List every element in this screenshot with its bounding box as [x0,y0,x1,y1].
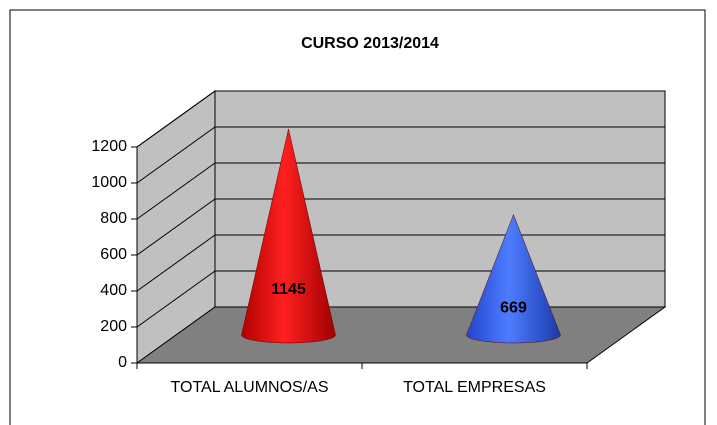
value-label: 1145 [271,281,306,298]
y-tick-label: 800 [100,210,127,227]
grid-line [136,270,216,328]
cone [466,213,561,344]
value-label: 669 [500,300,527,317]
grid-line [136,90,216,148]
grid-line [136,234,216,292]
y-tick-label: 600 [100,246,127,263]
grid-line [136,198,216,256]
x-tick-label: TOTAL EMPRESAS [403,379,546,396]
y-tick-label: 0 [118,354,127,371]
y-tick-label: 1200 [91,138,127,155]
grid-line [136,162,216,220]
x-tick-label: TOTAL ALUMNOS/AS [171,379,329,396]
cone [241,128,336,344]
chart-title: CURSO 2013/2014 [301,35,439,52]
y-tick-label: 400 [100,282,127,299]
grid-line [136,126,216,184]
floor [135,306,667,364]
y-tick-label: 1000 [91,174,127,191]
chart-frame [9,9,706,425]
y-tick-label: 200 [100,318,127,335]
